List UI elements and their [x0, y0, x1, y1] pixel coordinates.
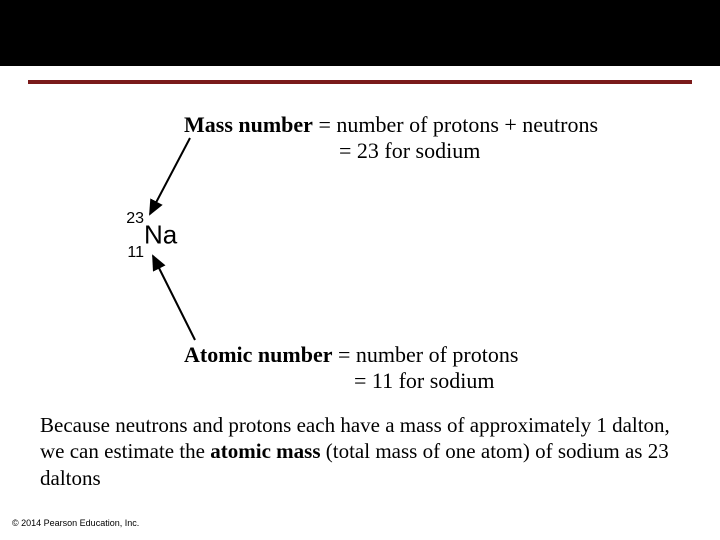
isotope-subscript: 11	[127, 244, 144, 262]
atomic-number-definition: = number of protons	[338, 342, 518, 367]
paragraph-bold: atomic mass	[210, 439, 320, 463]
mass-number-definition: = number of protons + neutrons	[318, 112, 598, 137]
atomic-number-label: Atomic number	[184, 342, 332, 367]
mass-number-label: Mass number	[184, 112, 313, 137]
mass-number-value: = 23 for sodium	[184, 138, 598, 164]
top-black-bar	[0, 0, 720, 66]
bottom-arrow	[153, 256, 195, 340]
atomic-number-text: Atomic number = number of protons = 11 f…	[184, 342, 518, 394]
isotope-superscript: 23	[126, 210, 144, 228]
copyright-text: © 2014 Pearson Education, Inc.	[12, 518, 139, 528]
isotope-notation: 23 11 Na	[120, 218, 177, 251]
explanation-paragraph: Because neutrons and protons each have a…	[40, 412, 690, 491]
isotope-symbol: Na	[144, 220, 177, 250]
atomic-number-value: = 11 for sodium	[184, 368, 518, 394]
horizontal-rule	[28, 80, 692, 84]
mass-number-text: Mass number = number of protons + neutro…	[184, 112, 598, 164]
